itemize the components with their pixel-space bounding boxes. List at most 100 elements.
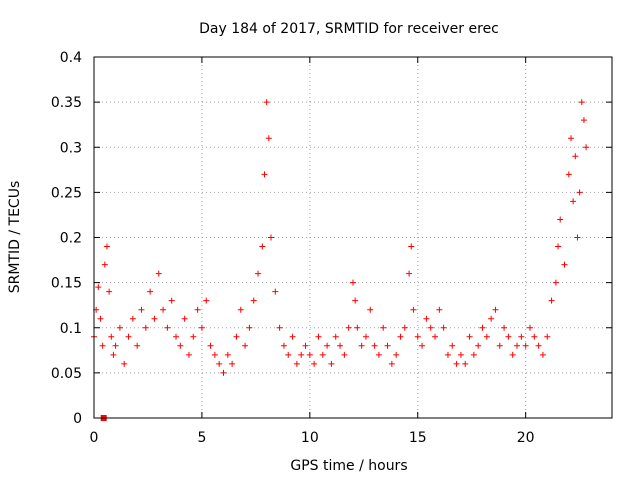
data-point <box>181 315 188 322</box>
data-point <box>557 216 564 223</box>
data-point <box>242 342 249 349</box>
chart-title: Day 184 of 2017, SRMTID for receiver ere… <box>199 21 499 37</box>
x-tick-label: 10 <box>301 430 319 446</box>
data-point <box>203 297 210 304</box>
data-point <box>375 351 382 358</box>
data-point <box>177 342 184 349</box>
data-point <box>95 284 102 291</box>
data-point <box>324 342 331 349</box>
data-point <box>138 306 145 313</box>
data-point <box>583 144 590 151</box>
data-point <box>216 360 223 367</box>
data-point <box>470 351 477 358</box>
data-point <box>276 324 283 331</box>
data-point <box>103 243 110 250</box>
data-point <box>548 297 555 304</box>
data-point <box>229 360 236 367</box>
data-point <box>112 342 119 349</box>
data-point <box>147 288 154 295</box>
data-point <box>125 333 132 340</box>
y-tick-label: 0.1 <box>60 321 82 337</box>
data-point <box>155 270 162 277</box>
data-point <box>552 279 559 286</box>
data-point <box>479 324 486 331</box>
data-point <box>457 351 464 358</box>
data-point <box>514 342 521 349</box>
y-tick-label: 0.3 <box>60 140 82 156</box>
data-point <box>427 324 434 331</box>
data-point <box>328 360 335 367</box>
data-point <box>341 351 348 358</box>
data-point <box>190 333 197 340</box>
data-point <box>567 135 574 142</box>
data-point <box>134 342 141 349</box>
data-point <box>544 333 551 340</box>
data-point <box>220 369 227 376</box>
data-point <box>419 342 426 349</box>
data-point <box>237 306 244 313</box>
y-tick-label: 0.05 <box>51 366 82 382</box>
y-tick-label: 0.2 <box>60 231 82 247</box>
data-point <box>160 306 167 313</box>
data-point <box>168 297 175 304</box>
data-point <box>173 333 180 340</box>
data-point <box>397 333 404 340</box>
data-point <box>408 243 415 250</box>
y-axis-label: SRMTID / TECUs <box>7 181 23 294</box>
data-point <box>444 351 451 358</box>
data-point <box>505 333 512 340</box>
data-point <box>432 333 439 340</box>
data-point <box>121 360 128 367</box>
data-point <box>207 342 214 349</box>
data-point <box>315 333 322 340</box>
data-point <box>311 360 318 367</box>
data-point <box>97 315 104 322</box>
x-tick-label: 5 <box>197 430 206 446</box>
data-point <box>384 342 391 349</box>
data-point <box>106 288 113 295</box>
data-point <box>436 306 443 313</box>
x-tick-label: 20 <box>517 430 535 446</box>
data-point <box>272 288 279 295</box>
data-point <box>265 135 272 142</box>
data-point <box>393 351 400 358</box>
data-point <box>483 333 490 340</box>
data-point <box>462 360 469 367</box>
data-point <box>250 297 257 304</box>
data-point <box>142 324 149 331</box>
data-point <box>388 360 395 367</box>
data-point <box>298 351 305 358</box>
data-point <box>401 324 408 331</box>
data-point <box>362 333 369 340</box>
data-point <box>576 189 583 196</box>
data-point <box>539 351 546 358</box>
data-point <box>453 360 460 367</box>
y-tick-label: 0.25 <box>51 185 82 201</box>
data-point <box>580 117 587 124</box>
x-tick-label: 15 <box>409 430 427 446</box>
data-point <box>410 306 417 313</box>
data-point <box>367 306 374 313</box>
data-point <box>570 198 577 205</box>
data-point <box>99 342 106 349</box>
axes: 0 0.05 0.1 0.15 0.2 0.25 0.3 0.35 0.4 0 5 10 15 20 <box>51 50 613 446</box>
data-point <box>352 297 359 304</box>
data-point <box>224 351 231 358</box>
data-point <box>526 324 533 331</box>
data-point <box>211 351 218 358</box>
data-point <box>358 342 365 349</box>
data-point <box>350 279 356 286</box>
y-tick-label: 0.4 <box>60 50 82 66</box>
data-point <box>488 315 495 322</box>
data-point <box>475 342 482 349</box>
data-point <box>164 324 171 331</box>
data-point <box>185 351 192 358</box>
data-point <box>578 99 585 106</box>
x-axis-label: GPS time / hours <box>290 458 407 474</box>
data-point <box>535 342 542 349</box>
data-point <box>233 333 240 340</box>
data-point <box>293 360 300 367</box>
data-point <box>555 243 562 250</box>
data-point <box>285 351 292 358</box>
